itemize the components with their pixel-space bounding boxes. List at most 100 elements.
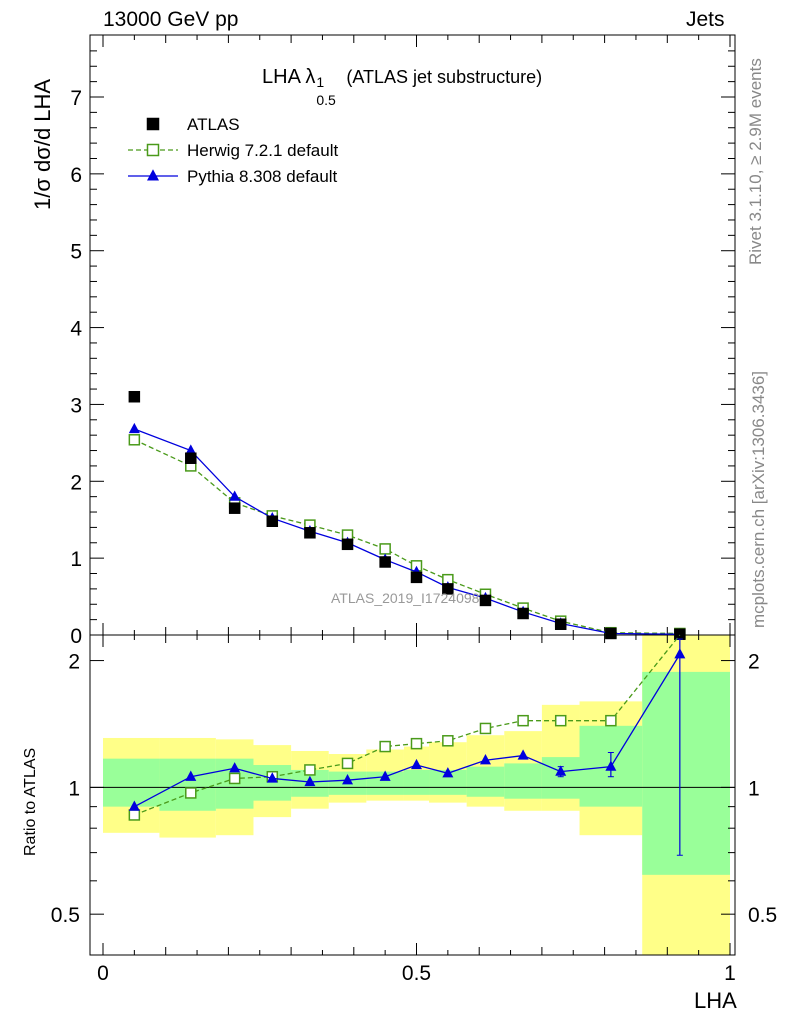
x-axis-label: LHA (694, 988, 737, 1013)
series-pythia-ratio (128, 638, 686, 856)
pythia-ratio-point (185, 770, 197, 781)
y-tick-label: 3 (70, 394, 82, 417)
legend-label-pythia: Pythia 8.308 default (187, 167, 338, 186)
main-title-suffix: (ATLAS jet substructure) (341, 67, 543, 87)
ratio-y-tick-label: 2 (68, 651, 80, 674)
herwig-ratio-point (605, 714, 617, 727)
atlas-point (185, 452, 197, 464)
series-atlas-main (128, 390, 686, 640)
rivet-version: Rivet 3.1.10, ≥ 2.9M events (746, 58, 765, 265)
y-axis-label-ratio: Ratio to ATLAS (22, 747, 39, 856)
band-inner (642, 671, 730, 875)
atlas-point (605, 627, 617, 640)
y-tick-label: 4 (70, 318, 82, 341)
atlas-point (517, 607, 529, 620)
x-tick-label: 0.5 (402, 962, 431, 985)
pythia-ratio-point (266, 772, 278, 783)
main-title: LHA λ 1 0.5 (ATLAS jet substructure) (262, 66, 543, 108)
band-inner (103, 758, 160, 807)
herwig-ratio-point (228, 772, 241, 785)
herwig-line (134, 439, 680, 635)
atlas-point (379, 556, 391, 568)
herwig-ratio-point (479, 722, 492, 735)
herwig-ratio-point (379, 740, 391, 753)
herwig-point (379, 543, 391, 555)
series-herwig-ratio (128, 634, 681, 821)
band-inner (253, 765, 292, 801)
pythia-line (134, 428, 680, 635)
pythia-ratio-point (517, 749, 529, 760)
pythia-ratio-point (379, 770, 391, 781)
atlas-point (228, 502, 241, 514)
y-axis-label-main: 1/σ dσ/d LHA (30, 78, 55, 210)
x-tick-label: 0 (97, 962, 109, 985)
mcplots-credit: mcplots.cern.ch [arXiv:1306.3436] (749, 370, 768, 628)
header-right: Jets (686, 8, 725, 31)
band-inner (541, 757, 580, 799)
herwig-point (128, 434, 141, 446)
main-title-prefix: LHA λ (262, 66, 316, 88)
atlas-point (554, 618, 567, 630)
ratio-y-tick-label: 0.5 (51, 904, 80, 927)
pythia-ratio-point (128, 800, 140, 811)
pythia-point (128, 422, 140, 434)
herwig-ratio-line (134, 634, 681, 816)
series-pythia-main (128, 422, 686, 639)
y-tick-label: 2 (70, 471, 82, 494)
herwig-ratio-point (410, 737, 423, 750)
ratio-y-tick-label-right: 2 (748, 651, 760, 674)
atlas-point (266, 515, 279, 528)
atlas-point (304, 527, 316, 539)
series-herwig-main (128, 434, 686, 640)
main-title-sub: 0.5 (316, 92, 336, 108)
atlas-point (128, 390, 141, 403)
herwig-ratio-point (185, 787, 197, 799)
band-inner (466, 766, 505, 797)
legend-label-herwig: Herwig 7.2.1 default (187, 141, 338, 160)
legend (128, 117, 178, 181)
herwig-ratio-point (304, 764, 316, 776)
atlas-point (674, 628, 686, 640)
band-inner (159, 758, 216, 811)
pythia-ratio-point (411, 758, 422, 770)
uncertainty-bands (103, 635, 730, 955)
herwig-ratio-point (442, 735, 454, 747)
atlas-point (410, 571, 423, 584)
herwig-ratio-point (554, 714, 567, 727)
band-inner (403, 769, 430, 795)
band-inner (504, 763, 542, 799)
legend-marker-atlas (146, 117, 160, 131)
header-left: 13000 GeV pp (103, 8, 239, 31)
ratio-y-tick-label: 1 (68, 777, 80, 800)
y-tick-label: 5 (70, 241, 82, 264)
x-tick-label: 1 (724, 962, 736, 985)
legend-marker-pythia (147, 169, 159, 181)
pythia-ratio-point (229, 762, 241, 773)
herwig-ratio-point (517, 714, 529, 727)
legend-marker-herwig (146, 143, 160, 157)
pythia-ratio-point (674, 648, 686, 659)
herwig-ratio-point (128, 809, 141, 821)
ratio-y-tick-label-right: 1 (748, 777, 760, 800)
pythia-ratio-point (342, 774, 354, 785)
pythia-ratio-point (479, 754, 491, 765)
y-tick-label: 6 (70, 164, 82, 187)
pythia-ratio-point (442, 767, 454, 778)
pythia-ratio-line (134, 653, 681, 808)
analysis-watermark: ATLAS_2019_I1724098 (331, 590, 480, 606)
y-tick-label: 1 (70, 548, 82, 571)
pythia-point (229, 490, 241, 501)
ratio-frame (89, 634, 736, 956)
herwig-ratio-point (341, 757, 354, 770)
atlas-point (479, 594, 492, 607)
pythia-ratio-point (605, 760, 617, 771)
atlas-point (341, 538, 354, 551)
pythia-ratio-point (304, 775, 316, 787)
ratio-y-tick-label-right: 0.5 (748, 904, 777, 927)
main-title-sup: 1 (316, 74, 325, 90)
legend-label-atlas: ATLAS (187, 115, 240, 134)
y-tick-label: 0 (70, 625, 82, 648)
pythia-ratio-point (555, 765, 567, 776)
y-tick-label: 7 (70, 87, 82, 110)
